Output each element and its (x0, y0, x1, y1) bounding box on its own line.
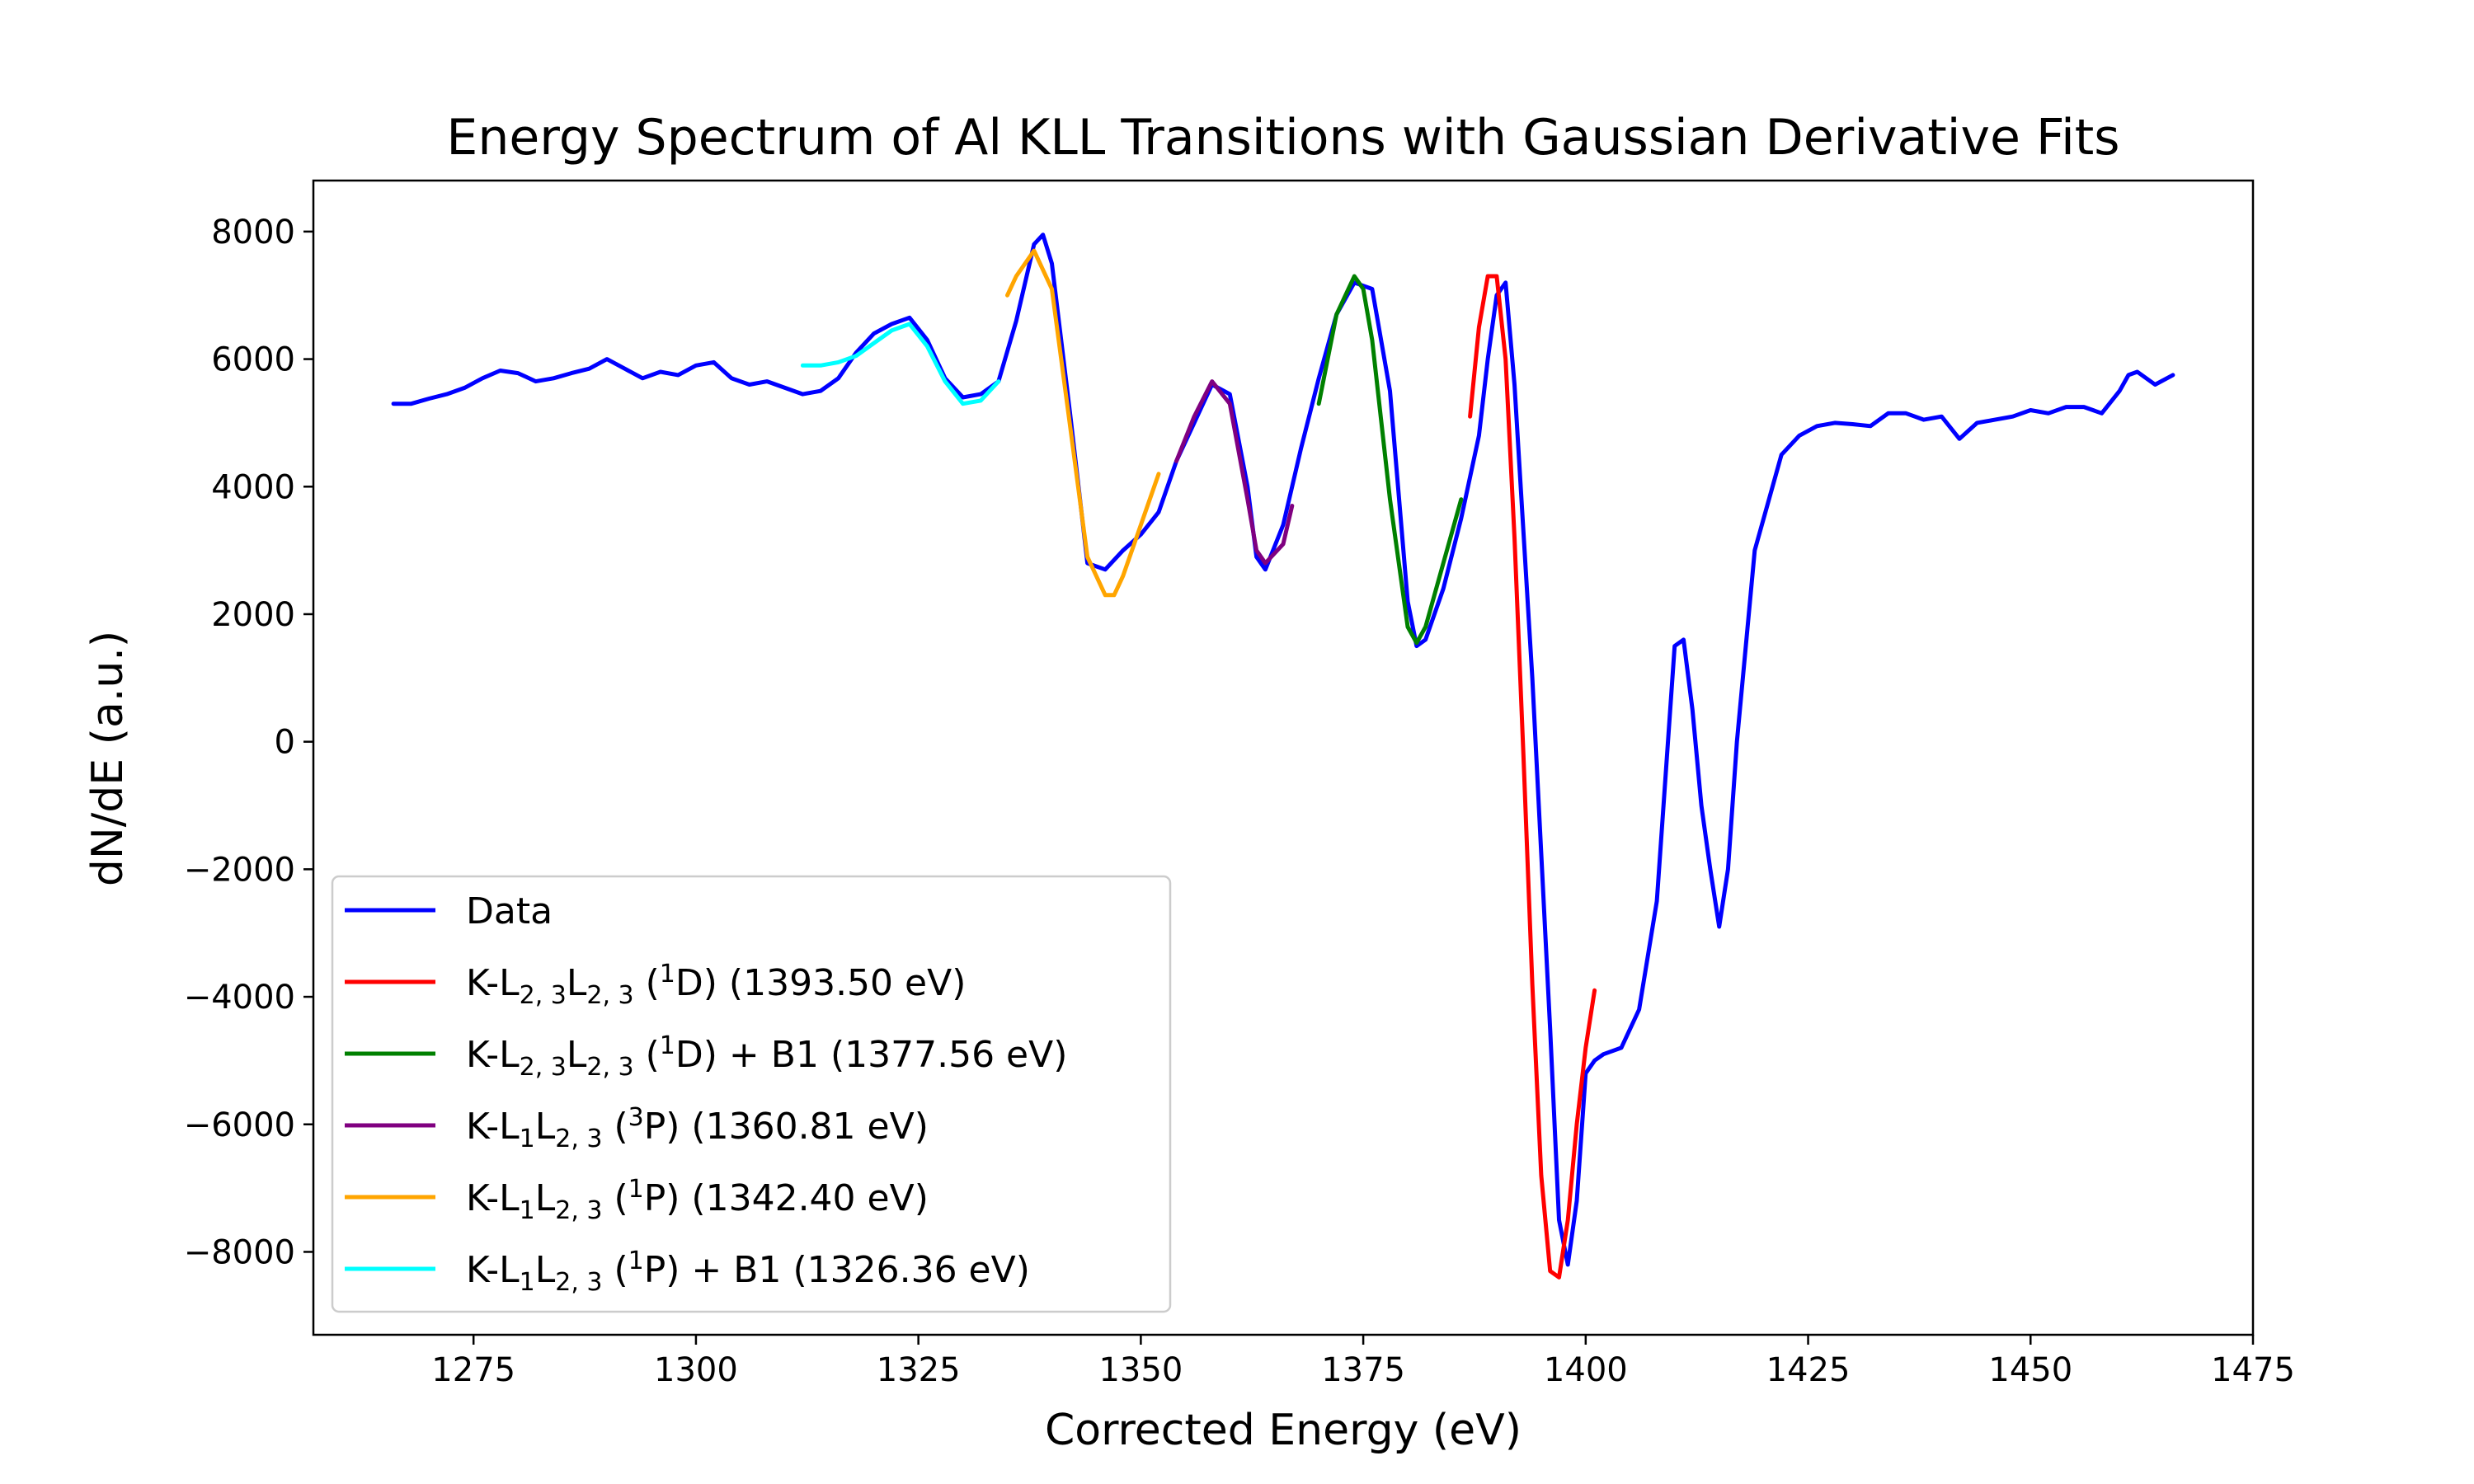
plot-area (391, 232, 2175, 1280)
legend-label: K-L1L2, 3 (1P) + B1 (1326.36 eV) (466, 1247, 1030, 1297)
y-tick-label: 8000 (211, 214, 295, 251)
x-tick-label: 1450 (1988, 1351, 2072, 1389)
series-line-2 (1316, 274, 1464, 646)
legend-label: K-L2, 3L2, 3 (1D) (1393.50 eV) (466, 960, 966, 1010)
x-tick-label: 1275 (431, 1351, 515, 1389)
x-tick-label: 1425 (1766, 1351, 1851, 1389)
y-axis-label: dN/dE (a.u.) (83, 631, 133, 886)
y-tick-label: 4000 (211, 468, 295, 506)
x-tick-label: 1475 (2211, 1351, 2295, 1389)
x-tick-label: 1300 (654, 1351, 738, 1389)
x-tick-label: 1325 (877, 1351, 961, 1389)
x-tick-label: 1400 (1544, 1351, 1628, 1389)
y-tick-label: −6000 (184, 1106, 295, 1144)
legend-label: Data (466, 890, 553, 932)
legend-label: K-L2, 3L2, 3 (1D) + B1 (1377.56 eV) (466, 1031, 1067, 1082)
legend: Data K-L2, 3L2, 3 (1D) (1393.50 eV) K-L2, … (331, 875, 1172, 1313)
series-line-1 (1468, 274, 1597, 1280)
y-tick-label: 2000 (211, 596, 295, 634)
x-axis-label: Corrected Energy (eV) (1045, 1406, 1522, 1455)
series-line-0 (391, 232, 2175, 1267)
x-tick-label: 1350 (1098, 1351, 1183, 1389)
x-tick-label: 1375 (1321, 1351, 1405, 1389)
series-line-4 (1005, 248, 1161, 598)
y-axis-ticks: 8000 6000 4000 2000 0 −2000 −4000 −6000 −8000 (184, 214, 313, 1271)
series-line-5 (800, 322, 1001, 406)
series-line-3 (1174, 379, 1295, 566)
y-tick-label: 0 (275, 724, 295, 762)
chart-title: Energy Spectrum of Al KLL Transitions wi… (446, 109, 2119, 167)
legend-label: K-L1L2, 3 (3P) (1360.81 eV) (466, 1103, 929, 1153)
x-axis-ticks: 1275 1300 1325 1350 1375 1400 1425 1450 1475 (431, 1335, 2295, 1389)
legend-frame (331, 875, 1172, 1313)
y-tick-label: 6000 (211, 341, 295, 379)
y-tick-label: −4000 (184, 979, 295, 1017)
y-tick-label: −8000 (184, 1233, 295, 1271)
y-tick-label: −2000 (184, 851, 295, 889)
plot-frame (312, 179, 2255, 1336)
legend-label: K-L1L2, 3 (1P) (1342.40 eV) (466, 1175, 929, 1225)
